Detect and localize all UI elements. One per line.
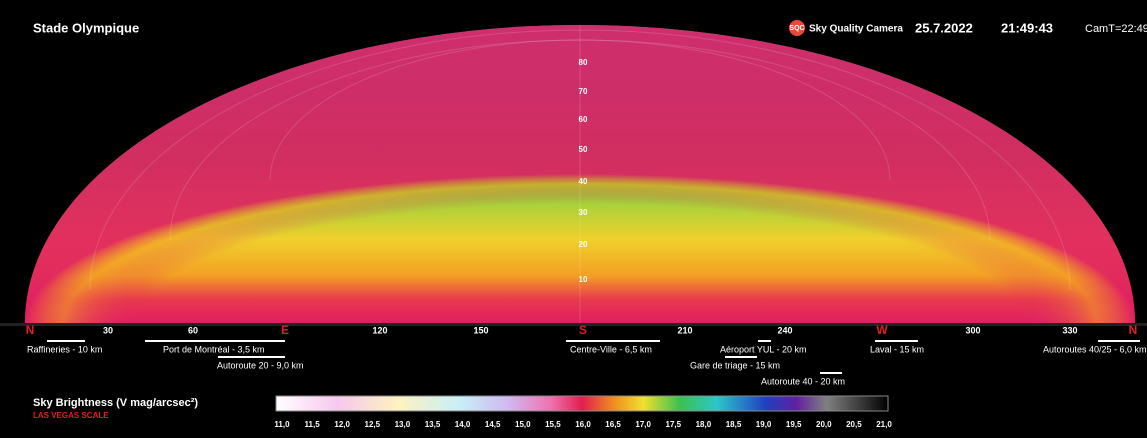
- elevation-label: 50: [579, 145, 588, 154]
- scale-tick: 11,5: [305, 420, 321, 429]
- landmark-label: Autoroute 40 - 20 km: [761, 376, 845, 386]
- scale-tick: 17,5: [666, 420, 682, 429]
- scale-tick: 19,5: [786, 420, 802, 429]
- app-name: Sky Quality Camera: [809, 24, 903, 35]
- logo-text: SQC: [789, 25, 804, 32]
- azimuth-label: 150: [473, 325, 488, 335]
- scale-tick: 17,0: [635, 420, 651, 429]
- scale-tick: 15,5: [545, 420, 561, 429]
- scale-tick: 18,5: [726, 420, 742, 429]
- scale-tick: 14,0: [455, 420, 471, 429]
- elevation-label: 60: [579, 115, 588, 124]
- elevation-label: 80: [579, 58, 588, 67]
- scale-tick: 15,0: [515, 420, 531, 429]
- landmark-label: Port de Montréal - 3,5 km: [163, 344, 265, 354]
- scale-tick: 19,0: [756, 420, 772, 429]
- scale-tick: 12,0: [334, 420, 350, 429]
- landmark-label: Laval - 15 km: [870, 344, 924, 354]
- landmark-label: Centre-Ville - 6,5 km: [570, 344, 652, 354]
- elevation-label: 40: [579, 177, 588, 186]
- landmark-label: Autoroute 20 - 9,0 km: [217, 360, 304, 370]
- color-bar: [276, 396, 888, 411]
- location: Stade Olympique: [33, 20, 139, 35]
- scale-tick: 14,5: [485, 420, 501, 429]
- scale-tick: 16,5: [605, 420, 621, 429]
- time: 21:49:43: [1001, 20, 1053, 35]
- landmark-label: Autoroutes 40/25 - 6,0 km: [1043, 344, 1147, 354]
- cardinal-label: W: [876, 323, 888, 337]
- scale-title: Sky Brightness (V mag/arcsec²): [33, 397, 198, 409]
- scale-name: LAS VEGAS SCALE: [33, 411, 109, 420]
- landmark-label: Aéroport YUL - 20 km: [720, 344, 807, 354]
- scale-tick: 21,0: [876, 420, 892, 429]
- scale-tick: 13,0: [395, 420, 411, 429]
- scale-tick: 20,5: [846, 420, 862, 429]
- azimuth-label: 330: [1062, 325, 1077, 335]
- landmark-label: Raffineries - 10 km: [27, 344, 102, 354]
- cardinal-label: N: [26, 323, 35, 337]
- azimuth-label: 60: [188, 325, 198, 335]
- camera-time: CamT=22:49:43: [1085, 23, 1147, 35]
- azimuth-label: 210: [677, 325, 692, 335]
- cardinal-label: E: [281, 323, 289, 337]
- elevation-label: 70: [579, 87, 588, 96]
- scale-tick: 20,0: [816, 420, 832, 429]
- scale-tick: 12,5: [365, 420, 381, 429]
- landmark-label: Gare de triage - 15 km: [690, 360, 780, 370]
- scale-tick: 11,0: [274, 420, 290, 429]
- date: 25.7.2022: [915, 20, 973, 35]
- scale-tick: 13,5: [425, 420, 441, 429]
- azimuth-label: 300: [965, 325, 980, 335]
- cardinal-label: N: [1129, 323, 1138, 337]
- page: Stade Olympique SQC Sky Quality Camera 2…: [0, 0, 1147, 438]
- elevation-label: 10: [579, 275, 588, 284]
- scale-tick: 16,0: [575, 420, 591, 429]
- elevation-label: 30: [579, 208, 588, 217]
- scale-tick: 18,0: [696, 420, 712, 429]
- elevation-label: 20: [579, 240, 588, 249]
- cardinal-label: S: [579, 323, 587, 337]
- azimuth-label: 30: [103, 325, 113, 335]
- azimuth-label: 120: [372, 325, 387, 335]
- azimuth-label: 240: [777, 325, 792, 335]
